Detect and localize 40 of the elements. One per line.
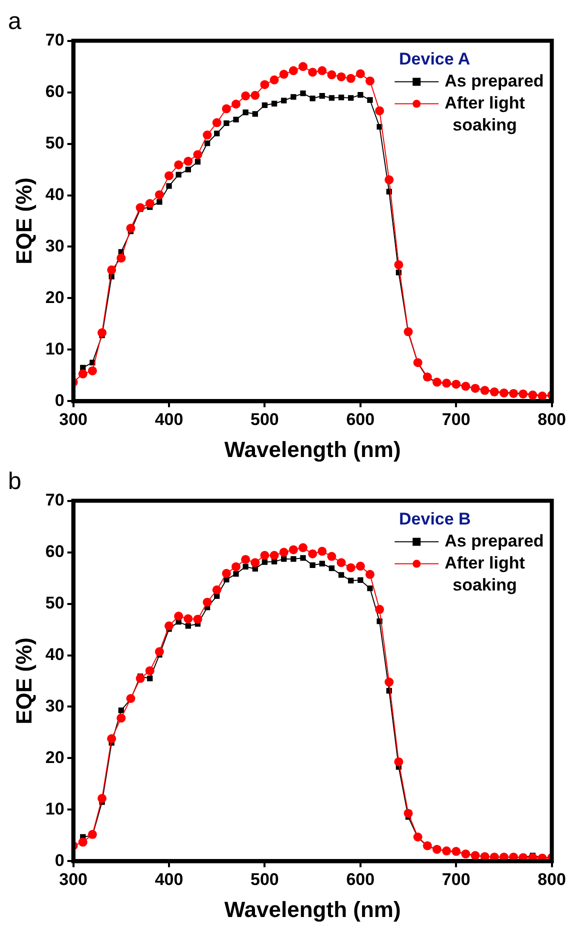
y-tick-label: 40 [45,184,64,204]
x-tick-label: 600 [346,410,375,430]
y-tick-label: 60 [45,542,64,561]
y-tick-label: 70 [45,490,64,510]
y-tick-label: 30 [45,696,64,716]
legend-label: As prepared [444,71,544,90]
legend-label: After light soaking [444,553,526,594]
y-tick-label: 0 [54,390,64,410]
y-tick-label: 30 [45,236,64,256]
x-tick-label: 600 [346,870,375,890]
x-tick-label: 800 [538,410,566,430]
x-tick-label: 500 [250,410,279,430]
y-tick-label: 40 [45,644,64,664]
x-tick-label: 300 [59,410,88,430]
x-axis-title: Wavelength (nm) [224,436,401,462]
x-tick-label: 700 [442,870,470,890]
y-tick-label: 50 [45,593,64,612]
x-tick-label: 400 [154,410,184,430]
y-tick-label: 20 [45,748,64,767]
x-tick-label: 300 [59,870,88,890]
legend-title: Device B [399,509,471,528]
chart-title: a [8,8,22,36]
legend-label: After light soaking [444,93,526,134]
x-tick-label: 500 [250,870,279,890]
x-tick-label: 800 [538,870,566,890]
y-tick-label: 70 [45,30,64,50]
y-tick-label: 20 [45,288,64,307]
chart-title: b [8,468,22,496]
y-tick-label: 10 [45,799,64,818]
y-tick-label: 50 [45,133,64,152]
y-axis-title: EQE (%) [11,638,36,724]
x-tick-label: 400 [154,870,184,890]
legend-title: Device A [399,49,470,68]
y-axis-title: EQE (%) [11,178,36,264]
y-tick-label: 0 [54,850,64,870]
y-tick-label: 10 [45,339,64,358]
y-tick-label: 60 [45,82,64,101]
x-axis-title: Wavelength (nm) [224,896,401,922]
legend-label: As prepared [444,531,544,550]
x-tick-label: 700 [442,410,470,430]
